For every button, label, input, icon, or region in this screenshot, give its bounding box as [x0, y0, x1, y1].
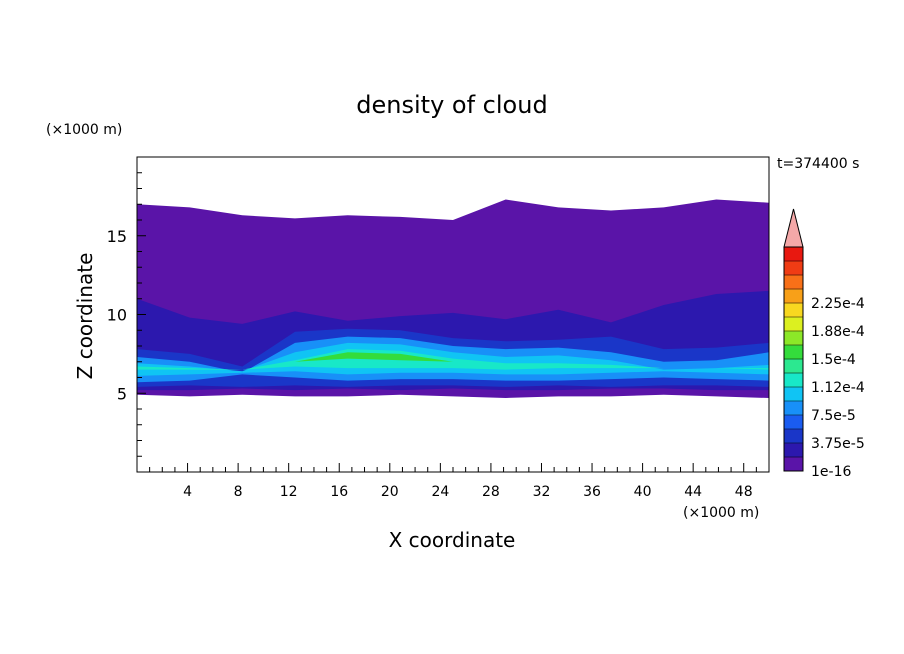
colorbar-over-triangle — [783, 208, 804, 248]
time-label: t=374400 s — [777, 156, 859, 172]
colorbar-segment — [784, 429, 803, 444]
colorbar-segment — [784, 275, 803, 290]
x-tick-label: 12 — [280, 484, 298, 500]
colorbar-segment — [784, 443, 803, 458]
colorbar-segment — [784, 289, 803, 304]
x-tick-label: 44 — [684, 484, 702, 500]
x-tick-label: 32 — [533, 484, 551, 500]
x-tick-label: 8 — [234, 484, 243, 500]
aqua-layer — [137, 349, 769, 370]
x-tick-label: 4 — [183, 484, 192, 500]
colorbar-segment — [784, 303, 803, 318]
x-tick-label: 36 — [583, 484, 601, 500]
x-tick-label: 40 — [634, 484, 652, 500]
x-tick-label: 16 — [330, 484, 348, 500]
chart-title: density of cloud — [356, 91, 547, 119]
x-tick-label: 20 — [381, 484, 399, 500]
colorbar-label: 3.75e-5 — [811, 436, 865, 452]
y-axis: 5 10 15 — [107, 172, 146, 457]
colorbar-segment — [784, 261, 803, 276]
colorbar-segment — [784, 415, 803, 430]
colorbar-segment — [784, 457, 803, 472]
x-tick-label: 48 — [735, 484, 753, 500]
colorbar-label: 1.12e-4 — [811, 380, 865, 396]
x-unit-label: (×1000 m) — [683, 505, 759, 521]
colorbar-segment — [784, 331, 803, 346]
colorbar-segment — [784, 317, 803, 332]
colorbar-label: 1.5e-4 — [811, 352, 856, 368]
colorbar-segment — [784, 373, 803, 388]
colorbar-label: 1.88e-4 — [811, 324, 865, 340]
y-axis-label: Z coordinate — [73, 253, 97, 380]
colorbar-label: 2.25e-4 — [811, 296, 865, 312]
colorbar-segment — [784, 387, 803, 402]
x-tick-label: 24 — [431, 484, 449, 500]
x-axis: 4 8 12 16 20 24 28 32 36 40 44 48 — [149, 463, 757, 500]
z-unit-label: (×1000 m) — [46, 122, 122, 138]
x-axis-label: X coordinate — [389, 528, 516, 552]
colorbar: 1e-16 3.75e-5 7.5e-5 1.12e-4 1.5e-4 1.88e-4 2.… — [783, 208, 865, 480]
colorbar-segment — [784, 359, 803, 374]
colorbar-label: 7.5e-5 — [811, 408, 856, 424]
y-tick-label: 15 — [107, 227, 127, 246]
x-tick-label: 28 — [482, 484, 500, 500]
colorbar-label: 1e-16 — [811, 464, 851, 480]
y-tick-label: 10 — [107, 306, 127, 325]
colorbar-segment — [784, 401, 803, 416]
colorbar-segment — [784, 345, 803, 360]
colorbar-segment — [784, 247, 803, 262]
density-layers — [137, 199, 769, 398]
y-tick-label: 5 — [117, 384, 127, 403]
